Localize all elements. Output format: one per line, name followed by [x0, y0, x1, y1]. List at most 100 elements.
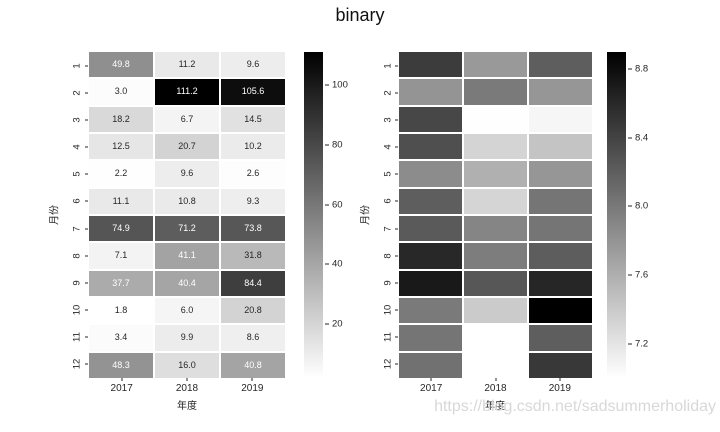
heatmap-cell: [529, 134, 592, 160]
colorbar-tick-label: 7.2: [635, 338, 649, 350]
y-tick-mark: [395, 92, 398, 94]
heatmap-cell: 3.0: [89, 79, 153, 105]
heatmap-cell: 20.8: [221, 298, 285, 324]
x-tick-mark: [559, 378, 561, 381]
heatmap-cell: 9.6: [221, 52, 285, 78]
colorbar-tick: 7.2: [628, 338, 648, 349]
y-tick-mark: [85, 336, 88, 338]
colorbar-tick: 80: [325, 139, 343, 150]
colorbar-tick-label: 60: [332, 199, 343, 211]
x-tick-mark: [495, 378, 496, 381]
heatmap-cell: 74.9: [89, 216, 153, 242]
colorbar-tick: 8.8: [628, 64, 648, 75]
heatmap-cell: [529, 216, 592, 242]
colorbar-tick: 20: [325, 318, 343, 329]
heatmap-cell: [529, 52, 592, 78]
colorbar-tick-mark: [325, 204, 329, 206]
heatmap-cell: 9.6: [155, 161, 219, 187]
y-tick-mark: [85, 282, 88, 284]
x-tick-label: 2019: [241, 383, 264, 394]
y-tick-label: 8: [71, 253, 83, 259]
heatmap-cell: [529, 298, 592, 324]
x-tick-mark: [251, 378, 253, 381]
y-tick-label: 7: [382, 225, 394, 232]
heatmap-cell: 3.4: [89, 325, 153, 351]
heatmap-cell: 11.2: [155, 52, 219, 78]
heatmap-cell: 9.9: [155, 325, 219, 351]
y-tick-label: 10: [71, 304, 83, 316]
heatmap-cell: [464, 79, 527, 105]
y-tick-mark: [395, 363, 398, 365]
x-tick-labels: 2017 2018 2019: [399, 383, 592, 395]
x-tick-label: 2017: [420, 383, 443, 394]
y-tick-label: 2: [71, 90, 83, 96]
colorbar-tick-label: 8.0: [635, 200, 649, 212]
y-tick-label: 6: [71, 198, 83, 205]
heatmap-cell: [529, 161, 592, 187]
y-tick-label: 5: [71, 171, 83, 177]
y-tick-label: 9: [382, 280, 394, 286]
heatmap-cell: [464, 106, 527, 132]
heatmap-grid: [399, 52, 592, 378]
heatmap-cell: [399, 161, 462, 187]
heatmap-cell: [464, 270, 527, 296]
colorbar-tick: 7.6: [628, 270, 648, 281]
heatmap-cell: 111.2: [155, 79, 219, 105]
heatmap-cell: 16.0: [155, 352, 219, 378]
x-axis-label: 年度: [485, 401, 505, 412]
colorbar-tick: 8.0: [628, 201, 648, 212]
colorbar-tick-mark: [628, 343, 632, 345]
colorbar-tick-label: 7.6: [635, 269, 649, 281]
heatmap-cell: [399, 106, 462, 132]
heatmap-cell: [399, 52, 462, 78]
x-tick-label: 2017: [110, 383, 133, 394]
heatmap-cell: [529, 188, 592, 214]
colorbar-gradient: [607, 52, 626, 378]
x-tick-marks: [89, 378, 285, 381]
heatmap-cell: 14.5: [221, 106, 285, 132]
heatmap-cell: 40.8: [221, 352, 285, 378]
y-tick-label: 3: [71, 117, 83, 123]
heatmap-cell: 49.8: [89, 52, 153, 78]
x-tick-mark: [186, 378, 188, 381]
x-axis-label: 年度: [177, 401, 197, 412]
heatmap-cell: [399, 298, 462, 324]
y-tick-mark: [85, 200, 88, 202]
heatmap-cell: 20.7: [155, 134, 219, 160]
y-tick-label: 11: [71, 332, 83, 343]
heatmap-cell: [529, 79, 592, 105]
y-tick-label: 12: [71, 359, 83, 370]
y-tick-marks: [395, 52, 398, 378]
heatmap-cell: 10.2: [221, 134, 285, 160]
x-tick-labels: 2017 2018 2019: [89, 383, 285, 395]
x-tick-mark: [430, 378, 432, 381]
y-tick-mark: [85, 92, 88, 94]
y-tick-mark: [85, 146, 88, 148]
heatmap-cell: [464, 298, 527, 324]
y-tick-mark: [395, 228, 398, 230]
heatmap-cell: 10.8: [155, 188, 219, 214]
y-tick-label: 8: [382, 253, 394, 259]
heatmap-cell: 84.4: [221, 270, 285, 296]
heatmap-cell: 40.4: [155, 270, 219, 296]
colorbar-tick-label: 20: [332, 318, 343, 330]
heatmap-cell: 73.8: [221, 216, 285, 242]
heatmap-cell: 41.1: [155, 243, 219, 269]
y-axis-label: 月份: [360, 205, 372, 225]
x-tick-label: 2018: [175, 383, 199, 394]
heatmap-cell: [399, 270, 462, 296]
y-tick-label: 2: [382, 90, 394, 96]
y-tick-label: 1: [71, 62, 83, 69]
heatmap-cell: 12.5: [89, 134, 153, 160]
heatmap-cell: [399, 79, 462, 105]
y-tick-label: 5: [382, 171, 394, 177]
heatmap-cell: 1.8: [89, 298, 153, 324]
y-tick-mark: [85, 255, 88, 257]
heatmap-cell: [464, 216, 527, 242]
colorbar-ticks: 20 40 60 80 100: [325, 52, 361, 378]
y-tick-labels: 1 2 3 4 5 6 7 8 9 10 11 12: [381, 52, 395, 378]
heatmap-cell: 105.6: [221, 79, 285, 105]
heatmap-cell: [399, 325, 462, 351]
y-tick-mark: [395, 309, 398, 311]
heatmap-cell: 9.3: [221, 188, 285, 214]
